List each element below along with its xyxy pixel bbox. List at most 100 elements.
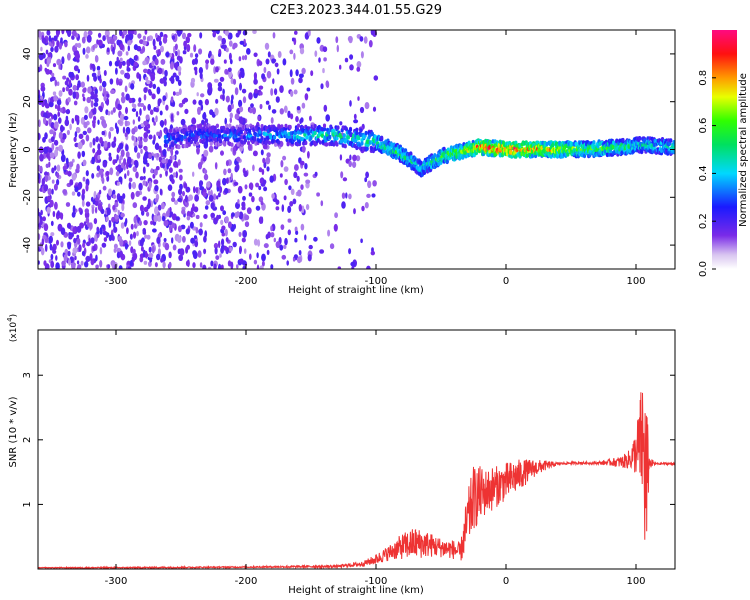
spectrogram-point [300, 160, 305, 166]
spectrogram-point [193, 206, 199, 213]
spectrogram-ridge-point [298, 139, 302, 144]
spectrogram-point [141, 45, 146, 53]
spectrogram-point [75, 74, 79, 81]
spectrogram-point [156, 131, 160, 136]
spectrogram-point [208, 85, 213, 94]
spectrogram-ridge-point [179, 140, 183, 145]
spectrogram-point [199, 262, 203, 268]
spectrogram-point [268, 104, 271, 111]
spectrogram-ridge-point [247, 140, 251, 146]
spectrogram-point [91, 156, 95, 165]
spectrogram-point [186, 44, 191, 52]
spectrogram-point [117, 181, 120, 186]
spectrogram-ridge-point [288, 124, 292, 130]
spectrogram-point [222, 93, 225, 102]
spectrogram-point [353, 119, 359, 124]
spectrogram-point [308, 244, 313, 250]
spectrogram-point [99, 260, 103, 268]
spectrogram-point [309, 115, 312, 122]
spectrogram-point [275, 206, 280, 211]
spectrogram-point [179, 248, 185, 256]
spectrogram-point [75, 127, 81, 134]
spectrogram-point [300, 184, 304, 190]
spectrogram-point [298, 204, 302, 212]
spectrogram-point [349, 64, 354, 71]
spectrogram-point [43, 260, 47, 266]
spectrogram-point [86, 96, 92, 104]
spectrogram-point [197, 250, 202, 258]
spectrogram-point [219, 76, 225, 82]
spectrogram-ridge-point [248, 128, 252, 134]
spectrogram-point [172, 244, 177, 251]
spectrogram-point [84, 261, 89, 268]
spectrogram-point [147, 123, 151, 129]
spectrogram-point [253, 52, 258, 58]
spectrogram-point [181, 209, 186, 215]
spectrogram-point [143, 137, 148, 143]
spectrogram-point [54, 104, 58, 109]
spectrogram-point [203, 149, 209, 157]
spectrogram-point [366, 193, 371, 198]
spectrogram-point [361, 205, 365, 212]
spectrogram-point [304, 234, 307, 241]
spectrogram-point [85, 46, 91, 54]
spectrogram-point [68, 161, 74, 168]
spectrogram-point [301, 67, 306, 75]
spectrogram-point [283, 166, 289, 172]
spectrogram-point [57, 111, 61, 117]
spectrogram-point [239, 247, 242, 255]
spectrogram-point [300, 223, 305, 231]
spectrogram-point [109, 167, 114, 176]
spectrogram-point [265, 156, 271, 165]
spectrogram-point [143, 220, 148, 226]
spectrogram-point [196, 146, 200, 155]
spectrogram-point [45, 49, 49, 55]
snr-frame [37, 329, 676, 570]
spectrogram-point [158, 156, 163, 163]
spectrogram-point [265, 234, 269, 240]
spectrogram-point [140, 136, 143, 141]
spectrogram-point [60, 241, 64, 248]
spectrogram-ridge-point [596, 144, 600, 149]
spectrogram-point [51, 188, 54, 195]
spectrogram-point [219, 186, 223, 194]
spectrogram-point [348, 160, 353, 168]
spectrogram-ridge-point [246, 124, 250, 129]
spectrogram-point [223, 245, 228, 251]
spectrogram-y-label: Frequency (Hz) [8, 112, 19, 188]
spectrogram-point [157, 49, 161, 56]
spectrogram-point [144, 76, 149, 81]
spectrogram-ridge-point [336, 125, 340, 130]
spectrogram-point [345, 192, 348, 199]
spectrogram-point [140, 246, 144, 252]
spectrogram-point [193, 44, 197, 53]
spectrogram-point [67, 52, 71, 61]
spectrogram-point [214, 247, 218, 255]
spectrogram-point [88, 111, 93, 119]
spectrogram-point [304, 32, 310, 40]
spectrogram-ridge-point [669, 138, 673, 143]
spectrogram-point [38, 119, 41, 128]
spectrogram-point [229, 112, 233, 119]
spectrogram-point [44, 243, 48, 252]
spectrogram-point [61, 260, 66, 267]
spectrogram-point [160, 45, 164, 53]
spectrogram-point [112, 189, 116, 196]
spectrogram-point [217, 35, 223, 41]
spectrogram-point [291, 37, 295, 42]
spectrogram-point [193, 66, 198, 71]
spectrogram-ridge-point [237, 137, 241, 142]
y-tick-label: 2 [22, 437, 33, 443]
spectrogram-point [151, 93, 156, 100]
spectrogram-point [197, 162, 203, 170]
spectrogram-point [186, 215, 191, 221]
spectrogram-point [269, 175, 275, 183]
spectrogram-point [164, 242, 170, 251]
spectrogram-point [121, 92, 125, 97]
spectrogram-point [93, 115, 97, 122]
spectrogram-point [199, 180, 204, 187]
spectrogram-point [280, 160, 284, 168]
spectrogram-point [175, 91, 180, 96]
spectrogram-point [134, 54, 138, 60]
spectrogram-point [57, 210, 60, 217]
